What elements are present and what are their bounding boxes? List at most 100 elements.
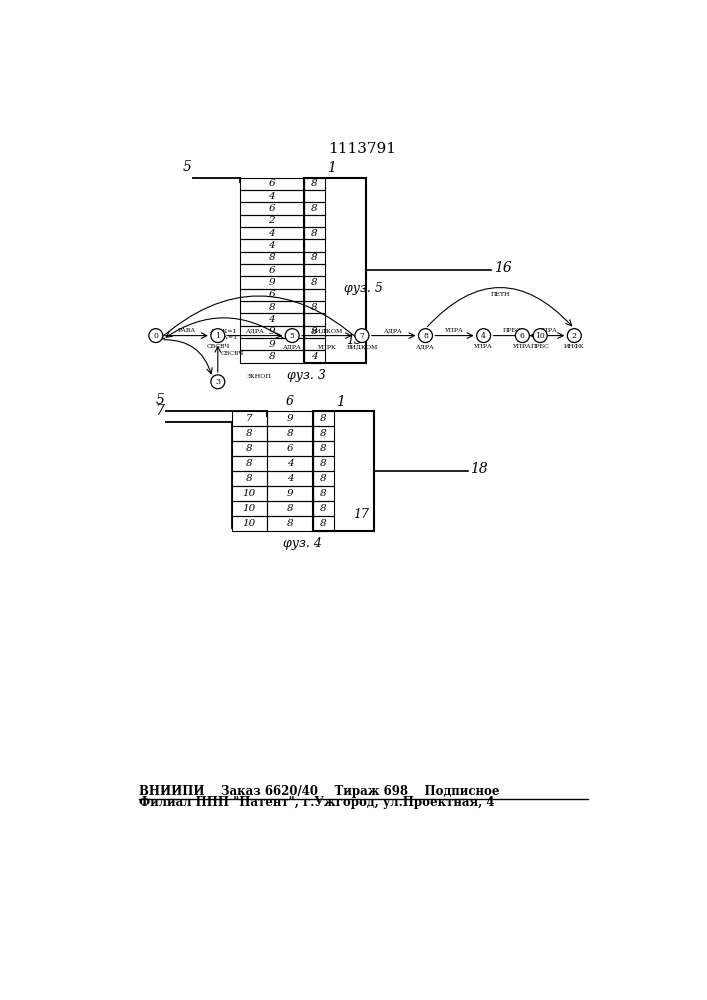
Text: 8: 8 xyxy=(311,229,317,238)
Text: 4: 4 xyxy=(481,332,486,340)
Text: РАВА: РАВА xyxy=(177,328,196,333)
Bar xyxy=(240,178,304,190)
Bar xyxy=(240,313,304,326)
Bar xyxy=(240,264,304,276)
Text: 8: 8 xyxy=(246,459,252,468)
Bar xyxy=(240,239,304,252)
Bar xyxy=(267,441,313,456)
Text: 8: 8 xyxy=(269,303,275,312)
Text: 8: 8 xyxy=(320,444,327,453)
Text: 8: 8 xyxy=(269,352,275,361)
Text: 18: 18 xyxy=(470,462,489,476)
Bar xyxy=(313,441,334,456)
Text: 9: 9 xyxy=(269,327,275,336)
Bar xyxy=(267,471,313,486)
Circle shape xyxy=(419,329,433,343)
Text: 8: 8 xyxy=(311,278,317,287)
Text: 8: 8 xyxy=(311,327,317,336)
Text: 9: 9 xyxy=(286,489,293,498)
Text: 8: 8 xyxy=(286,519,293,528)
Bar xyxy=(232,516,267,531)
Bar xyxy=(304,227,325,239)
Text: СВСВЧ: СВСВЧ xyxy=(220,351,243,356)
Bar xyxy=(240,202,304,215)
Bar xyxy=(240,326,304,338)
Text: 6: 6 xyxy=(286,444,293,453)
Circle shape xyxy=(285,329,299,343)
Circle shape xyxy=(567,329,581,343)
Bar xyxy=(240,276,304,289)
Text: 1: 1 xyxy=(337,395,345,409)
Bar xyxy=(240,301,304,313)
Circle shape xyxy=(477,329,491,343)
Bar xyxy=(267,501,313,516)
Text: ПЕТН: ПЕТН xyxy=(490,292,510,297)
Text: 9: 9 xyxy=(269,340,275,349)
Text: 16: 16 xyxy=(493,261,511,275)
Bar xyxy=(304,326,325,338)
Text: φуз. 4: φуз. 4 xyxy=(284,537,322,550)
Bar xyxy=(240,338,304,350)
Text: 7: 7 xyxy=(156,404,164,418)
Bar xyxy=(267,456,313,471)
Text: УПРК: УПРК xyxy=(317,345,337,350)
Text: 8: 8 xyxy=(269,253,275,262)
Bar xyxy=(313,411,334,426)
Bar xyxy=(232,411,267,426)
Bar xyxy=(240,350,304,363)
Text: ВНИИПИ    Заказ 6620/40    Тираж 698    Подписное: ВНИИПИ Заказ 6620/40 Тираж 698 Подписное xyxy=(139,785,499,798)
Circle shape xyxy=(533,329,547,343)
Bar xyxy=(304,202,325,215)
Text: 1113791: 1113791 xyxy=(328,142,396,156)
Text: ВИДКОМ: ВИДКОМ xyxy=(346,344,378,349)
Bar xyxy=(313,426,334,441)
Text: ПРБС: ПРБС xyxy=(503,328,521,333)
Bar xyxy=(304,301,325,313)
Text: φуз. 3: φуз. 3 xyxy=(287,369,326,382)
Bar xyxy=(313,456,334,471)
Text: УПРА: УПРА xyxy=(539,328,558,333)
Text: 17: 17 xyxy=(353,508,369,521)
Text: 9: 9 xyxy=(286,414,293,423)
Text: 4: 4 xyxy=(286,459,293,468)
Text: РВВК=1: РВВК=1 xyxy=(211,335,238,340)
Text: УПРА: УПРА xyxy=(445,328,464,333)
Text: 6: 6 xyxy=(269,266,275,275)
Text: АДРА: АДРА xyxy=(385,328,403,333)
Text: ЗКНОП: ЗКНОП xyxy=(247,374,271,379)
Bar xyxy=(232,441,267,456)
Text: 13: 13 xyxy=(346,334,362,347)
Bar xyxy=(313,501,334,516)
Text: СВСВЧ: СВСВЧ xyxy=(206,344,230,349)
Text: 8: 8 xyxy=(286,429,293,438)
Text: φуз. 5: φуз. 5 xyxy=(344,282,383,295)
Text: АДРА: АДРА xyxy=(245,328,264,333)
Circle shape xyxy=(355,329,369,343)
Bar xyxy=(304,289,325,301)
Circle shape xyxy=(149,329,163,343)
Bar xyxy=(304,178,325,190)
Text: 8: 8 xyxy=(423,332,428,340)
Bar xyxy=(232,471,267,486)
Bar xyxy=(304,350,325,363)
Bar xyxy=(232,456,267,471)
Bar xyxy=(313,516,334,531)
Circle shape xyxy=(515,329,530,343)
Text: 10: 10 xyxy=(243,504,256,513)
Text: Филиал ППП "Патент", г.Ужгород, ул.Проектная, 4: Филиал ППП "Патент", г.Ужгород, ул.Проек… xyxy=(139,796,494,809)
Text: 6: 6 xyxy=(269,290,275,299)
Text: 3: 3 xyxy=(216,378,221,386)
Text: 8: 8 xyxy=(320,459,327,468)
Bar xyxy=(267,486,313,501)
Text: АДРА: АДРА xyxy=(283,344,302,349)
Text: 5: 5 xyxy=(290,332,295,340)
Text: 5: 5 xyxy=(182,160,192,174)
Text: 1: 1 xyxy=(216,332,221,340)
Text: 8: 8 xyxy=(320,414,327,423)
Text: 4: 4 xyxy=(269,229,275,238)
Bar xyxy=(304,264,325,276)
Text: 10: 10 xyxy=(243,519,256,528)
Text: ВИДКОМ: ВИДКОМ xyxy=(311,328,343,333)
Text: 8: 8 xyxy=(246,429,252,438)
Text: 8: 8 xyxy=(311,253,317,262)
